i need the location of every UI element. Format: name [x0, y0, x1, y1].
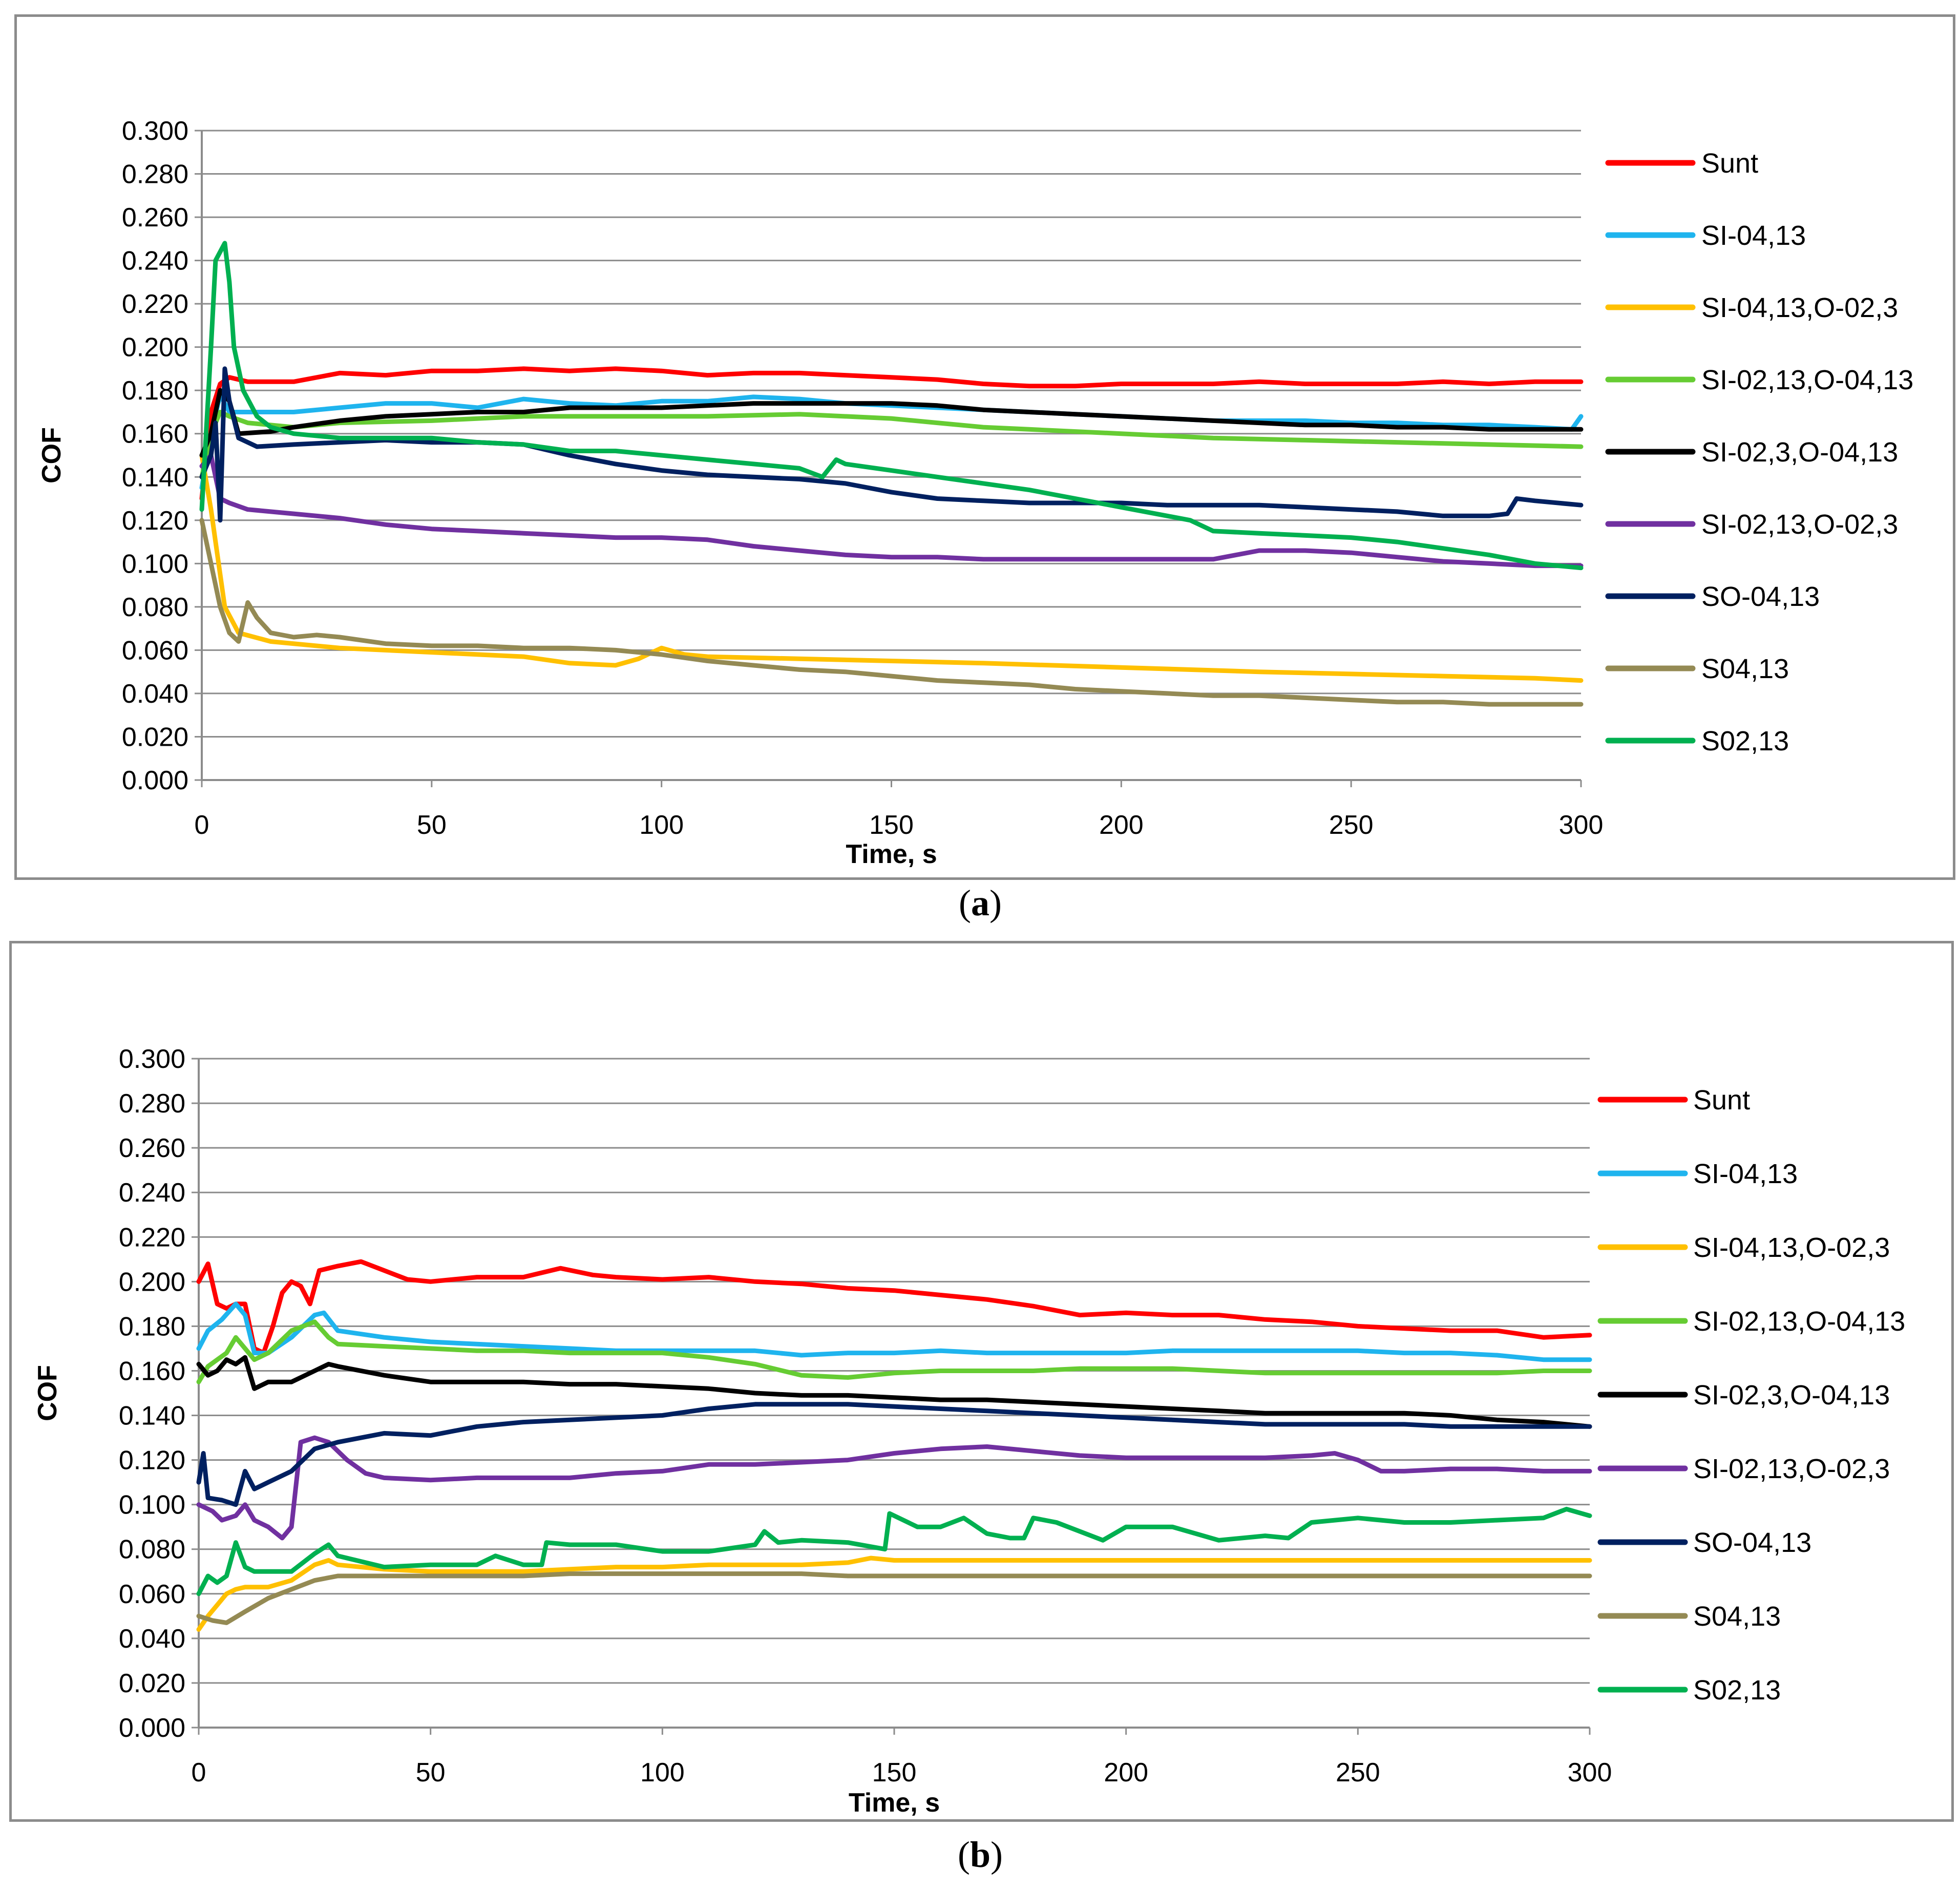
series-line-S02,13 — [199, 241, 1584, 571]
x-tick-label: 150 — [869, 810, 914, 840]
y-tick-label: 0.300 — [119, 1044, 185, 1074]
series-line-SI-02,13,O-02,3 — [196, 1435, 1592, 1541]
y-tick-label: 0.200 — [122, 333, 188, 363]
series-line-SO-04,13 — [199, 366, 1584, 523]
y-tick-label: 0.120 — [122, 506, 188, 536]
y-tick-label: 0.160 — [119, 1356, 185, 1386]
series-line-S04,13 — [199, 518, 1584, 707]
y-tick-label: 0.200 — [119, 1267, 185, 1297]
legend-label: SI-02,13,O-02,3 — [1693, 1454, 1890, 1484]
x-tick-label: 200 — [1104, 1758, 1148, 1787]
x-axis-title: Time, s — [849, 1788, 940, 1818]
y-tick-label: 0.280 — [122, 160, 188, 190]
series-line-SI-04,13 — [196, 1301, 1592, 1362]
y-tick-label: 0.040 — [119, 1624, 185, 1654]
series-line-SI-02,13,O-04,13 — [196, 1319, 1592, 1384]
legend-label: SI-04,13 — [1701, 220, 1806, 251]
y-axis-title: COF — [33, 1365, 62, 1421]
series-line-SI-02,13,O-04,13 — [199, 410, 1584, 479]
y-tick-label: 0.220 — [119, 1223, 185, 1252]
y-tick-label: 0.220 — [122, 289, 188, 319]
y-tick-label: 0.120 — [119, 1446, 185, 1476]
y-tick-label: 0.060 — [122, 636, 188, 665]
legend-label: SI-02,3,O-04,13 — [1693, 1380, 1890, 1411]
y-tick-label: 0.000 — [122, 766, 188, 795]
x-tick-label: 50 — [416, 1758, 446, 1787]
y-tick-label: 0.240 — [122, 246, 188, 276]
x-tick-label: 300 — [1568, 1758, 1612, 1787]
y-tick-label: 0.020 — [119, 1669, 185, 1698]
y-tick-label: 0.180 — [122, 376, 188, 406]
legend-label: SI-02,13,O-04,13 — [1701, 365, 1913, 395]
chart-panel-a — [14, 14, 1955, 880]
x-tick-label: 50 — [417, 810, 447, 840]
series-line-SI-04,13,O-02,3 — [196, 1555, 1592, 1632]
series-line-SI-02,3,O-04,13 — [196, 1355, 1592, 1429]
y-tick-label: 0.100 — [122, 549, 188, 579]
x-tick-label: 250 — [1329, 810, 1374, 840]
y-tick-label: 0.140 — [119, 1401, 185, 1431]
y-tick-label: 0.180 — [119, 1312, 185, 1341]
legend-label: SI-02,13,O-02,3 — [1701, 509, 1898, 540]
legend-label: SI-02,13,O-04,13 — [1693, 1306, 1905, 1337]
legend-label: SI-04,13 — [1693, 1159, 1798, 1189]
legend-label: Sunt — [1701, 148, 1758, 179]
x-tick-label: 0 — [195, 810, 209, 840]
y-tick-label: 0.080 — [122, 593, 188, 622]
x-tick-label: 100 — [640, 1758, 685, 1787]
legend-label: S02,13 — [1693, 1675, 1781, 1706]
chart-a: 0.000 0.020 0.040 0.060 0.080 0.100 0.120 0.140… — [37, 116, 1913, 869]
legend-label: SI-04,13,O-02,3 — [1693, 1232, 1890, 1263]
y-tick-label: 0.100 — [119, 1490, 185, 1520]
y-tick-label: 0.060 — [119, 1580, 185, 1609]
y-tick-label: 0.020 — [122, 722, 188, 752]
y-tick-label: 0.040 — [122, 679, 188, 709]
series-line-SI-02,13,O-02,3 — [199, 453, 1584, 569]
series-line-SI-02,3,O-04,13 — [199, 388, 1584, 458]
series-line-Sunt — [199, 366, 1584, 501]
y-axis-title: COF — [37, 427, 67, 483]
caption-b: (b) — [957, 1834, 1003, 1875]
x-tick-label: 200 — [1099, 810, 1144, 840]
chart-panel-b — [9, 941, 1954, 1822]
y-tick-label: 0.280 — [119, 1089, 185, 1119]
series-line-Sunt — [196, 1259, 1592, 1356]
legend-label: SI-02,3,O-04,13 — [1701, 437, 1898, 468]
legend-label: SI-04,13,O-02,3 — [1701, 292, 1898, 323]
y-tick-label: 0.240 — [119, 1178, 185, 1208]
legend-label: S04,13 — [1701, 654, 1789, 684]
legend-label: SO-04,13 — [1701, 581, 1820, 612]
y-tick-label: 0.260 — [119, 1133, 185, 1163]
x-tick-label: 300 — [1559, 810, 1604, 840]
x-tick-label: 100 — [639, 810, 684, 840]
chart-b: 0.000 0.020 0.040 0.060 0.080 0.100 0.120 0.140… — [33, 1044, 1905, 1818]
y-tick-label: 0.160 — [122, 419, 188, 449]
y-tick-label: 0.300 — [122, 116, 188, 146]
x-tick-label: 250 — [1336, 1758, 1380, 1787]
y-tick-label: 0.000 — [119, 1713, 185, 1743]
legend-label: S02,13 — [1701, 726, 1789, 756]
series-line-S02,13 — [196, 1506, 1592, 1596]
x-tick-label: 150 — [872, 1758, 917, 1787]
legend-label: Sunt — [1693, 1085, 1750, 1116]
x-tick-label: 0 — [192, 1758, 206, 1787]
y-tick-label: 0.140 — [122, 462, 188, 492]
y-tick-label: 0.080 — [119, 1535, 185, 1565]
y-tick-label: 0.260 — [122, 203, 188, 233]
legend-label: S04,13 — [1693, 1601, 1781, 1632]
legend-label: SO-04,13 — [1693, 1527, 1811, 1558]
series-line-SO-04,13 — [196, 1402, 1592, 1507]
series-line-S04,13 — [196, 1571, 1592, 1625]
caption-a: (a) — [959, 882, 1002, 923]
x-axis-title: Time, s — [846, 839, 937, 869]
